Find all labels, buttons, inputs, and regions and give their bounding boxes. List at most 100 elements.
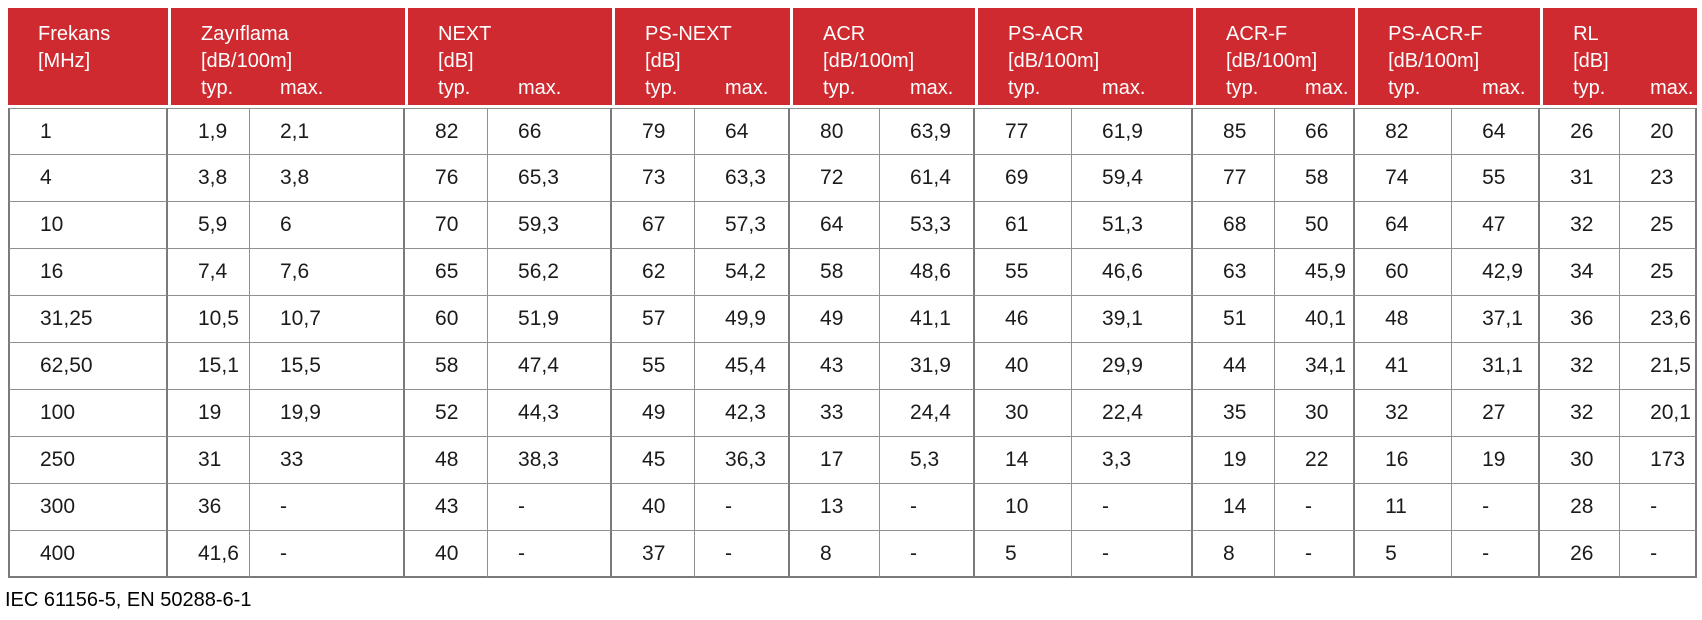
table-cell: 32	[1540, 343, 1621, 390]
table-cell: 48	[405, 437, 489, 484]
column-unit: [dB]	[1573, 50, 1609, 72]
table-cell: 43	[790, 343, 881, 390]
table-cell: 63,3	[695, 155, 791, 202]
table-cell: -	[250, 531, 406, 578]
col-ps-acr-typ: typ.	[975, 75, 1073, 108]
column-unit: [dB/100m]	[1226, 50, 1318, 72]
standards-reference: IEC 61156-5, EN 50288-6-1	[5, 589, 252, 611]
table-cell: 11	[1355, 484, 1453, 531]
table-cell: 3,3	[1072, 437, 1194, 484]
col-zayiflama-typ: typ.	[168, 75, 250, 108]
table-cell: 45	[612, 437, 696, 484]
table-cell: 59,3	[488, 202, 613, 249]
table-cell: 64	[790, 202, 881, 249]
col-acr-max: max.	[880, 75, 976, 108]
table-cell: 37,1	[1452, 296, 1541, 343]
table-cell: 33	[790, 390, 881, 437]
table-cell: 31	[168, 437, 250, 484]
table-cell: -	[1620, 484, 1698, 531]
table-row: 4 3,8 3,8 76 65,3 73 63,3 72 61,4 69 59,4 77 58 74 55 3…	[8, 155, 1698, 202]
table-cell: -	[695, 531, 791, 578]
table-cell: 14	[975, 437, 1073, 484]
table-cell: 1,9	[168, 108, 250, 155]
table-cell: 31,1	[1452, 343, 1541, 390]
table-cell: 28	[1540, 484, 1621, 531]
table-cell: -	[1275, 484, 1356, 531]
table-cell: 76	[405, 155, 489, 202]
column-label: ACR-F	[1226, 23, 1288, 45]
col-group-acr-f: ACR-F [dB/100m]	[1193, 8, 1356, 75]
table-cell: 42,9	[1452, 249, 1541, 296]
table-cell: 43	[405, 484, 489, 531]
table-cell: 36	[168, 484, 250, 531]
col-ps-next-typ: typ.	[612, 75, 696, 108]
table-cell: 49,9	[695, 296, 791, 343]
table-cell: 5,3	[880, 437, 976, 484]
table-cell: 14	[1193, 484, 1276, 531]
table-cell: 300	[8, 484, 168, 531]
table-cell: 20,1	[1620, 390, 1698, 437]
table-cell: 29,9	[1072, 343, 1194, 390]
table-cell: -	[488, 484, 613, 531]
table-cell: 59,4	[1072, 155, 1194, 202]
table-cell: 82	[1355, 108, 1453, 155]
table-row: 250 31 33 48 38,3 45 36,3 17 5,3 14 3,3 19 22 16 19 30 1…	[8, 437, 1698, 484]
table-cell: 3,8	[250, 155, 406, 202]
table-cell: 58	[790, 249, 881, 296]
cable-spec-table: Frekans [MHz] Zayıflama [dB/100m] NEXT [dB] PS…	[8, 8, 1698, 578]
table-cell: 63	[1193, 249, 1276, 296]
table-row: 400 41,6-40-37-8-5-8-5-26-	[8, 531, 1698, 578]
table-header: Frekans [MHz] Zayıflama [dB/100m] NEXT [dB] PS…	[8, 8, 1698, 108]
table-cell: 8	[790, 531, 881, 578]
table-cell: 7,6	[250, 249, 406, 296]
table-row: 31,25 10,5 10,7 60 51,9 57 49,9 49 41,1 46 39,1 51 4…	[8, 296, 1698, 343]
table-cell: -	[695, 484, 791, 531]
table-cell: 48	[1355, 296, 1453, 343]
table-cell: 5	[1355, 531, 1453, 578]
table-cell: 62	[612, 249, 696, 296]
table-cell: 60	[1355, 249, 1453, 296]
table-cell: 72	[790, 155, 881, 202]
column-label: Frekans	[38, 23, 111, 45]
table-cell: 4	[8, 155, 168, 202]
col-rl-max: max.	[1620, 75, 1698, 108]
table-cell: 58	[405, 343, 489, 390]
table-cell: 32	[1355, 390, 1453, 437]
table-cell: 41,1	[880, 296, 976, 343]
table-cell: 13	[790, 484, 881, 531]
table-cell: 2,1	[250, 108, 406, 155]
table-cell: 45,4	[695, 343, 791, 390]
table-cell: 65	[405, 249, 489, 296]
table-cell: 65,3	[488, 155, 613, 202]
column-unit: [dB/100m]	[1008, 50, 1100, 72]
table-cell: 35	[1193, 390, 1276, 437]
table-cell: 61,4	[880, 155, 976, 202]
table-row: 300 36-43-40-13-10-14-11-28-	[8, 484, 1698, 531]
table-cell: 51,9	[488, 296, 613, 343]
table-cell: 51,3	[1072, 202, 1194, 249]
table-cell: 47,4	[488, 343, 613, 390]
table-cell: 23,6	[1620, 296, 1698, 343]
table-cell: 79	[612, 108, 696, 155]
col-zayiflama-max: max.	[250, 75, 406, 108]
table-cell: 32	[1540, 390, 1621, 437]
table-cell: 74	[1355, 155, 1453, 202]
col-acr-typ: typ.	[790, 75, 881, 108]
table-cell: 10,5	[168, 296, 250, 343]
table-cell: 63,9	[880, 108, 976, 155]
table-cell: 39,1	[1072, 296, 1194, 343]
table-row: 100 19 19,9 52 44,3 49 42,3 33 24,4 30 22,4 35 30 32 2…	[8, 390, 1698, 437]
table-cell: 41	[1355, 343, 1453, 390]
table-cell: 100	[8, 390, 168, 437]
table-cell: 10	[8, 202, 168, 249]
table-cell: 32	[1540, 202, 1621, 249]
table-cell: 45,9	[1275, 249, 1356, 296]
col-group-ps-acr-f: PS-ACR-F [dB/100m]	[1355, 8, 1541, 75]
table-cell: 19,9	[250, 390, 406, 437]
table-cell: -	[1072, 484, 1194, 531]
table-cell: 61	[975, 202, 1073, 249]
table-cell: 36,3	[695, 437, 791, 484]
col-ps-acr-max: max.	[1072, 75, 1194, 108]
col-group-acr: ACR [dB/100m]	[790, 8, 976, 75]
